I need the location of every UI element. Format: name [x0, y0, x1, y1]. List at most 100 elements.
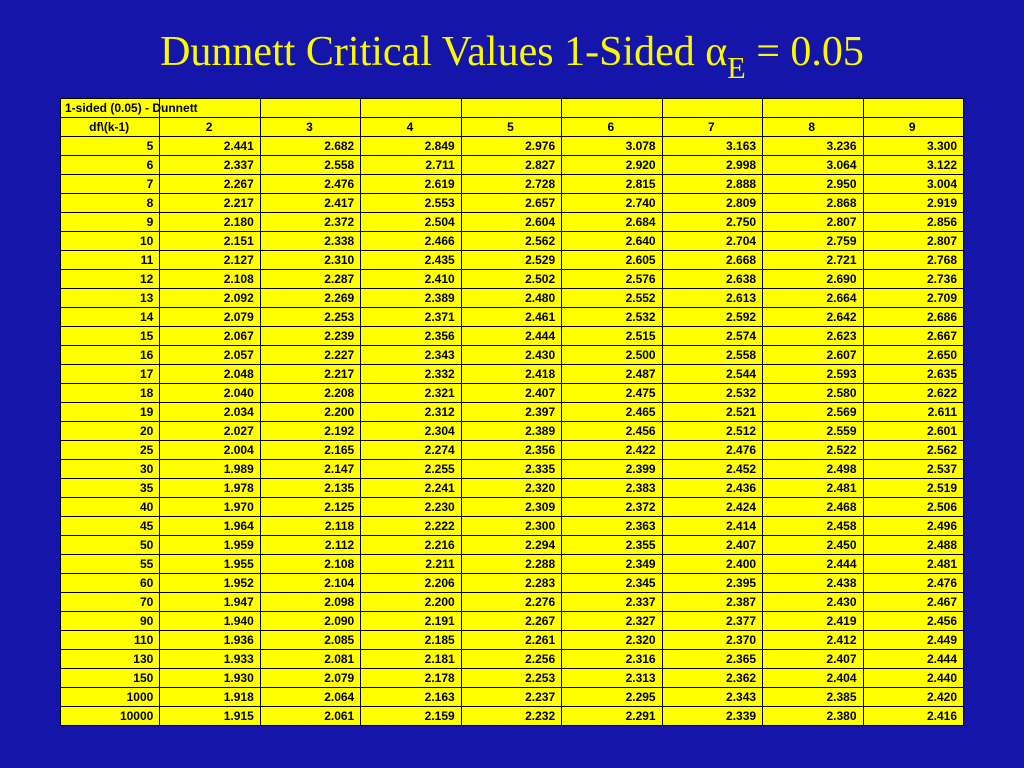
table-value-cell: 1.964 [160, 517, 260, 536]
table-value-cell: 2.417 [260, 194, 360, 213]
table-value-cell: 2.601 [863, 422, 964, 441]
table-value-cell: 2.506 [863, 498, 964, 517]
table-value-cell: 2.441 [160, 137, 260, 156]
table-value-cell: 2.108 [160, 270, 260, 289]
table-value-cell: 2.241 [361, 479, 461, 498]
table-value-cell: 2.067 [160, 327, 260, 346]
table-value-cell: 2.522 [763, 441, 863, 460]
table-value-cell: 2.048 [160, 365, 260, 384]
table-value-cell: 2.456 [863, 612, 964, 631]
table-value-cell: 2.206 [361, 574, 461, 593]
table-value-cell: 2.759 [763, 232, 863, 251]
table-df-cell: 25 [61, 441, 160, 460]
table-value-cell: 2.664 [763, 289, 863, 308]
table-value-cell: 2.466 [361, 232, 461, 251]
slide: Dunnett Critical Values 1-Sided αE = 0.0… [0, 0, 1024, 768]
table-value-cell: 2.377 [662, 612, 762, 631]
table-value-cell: 1.959 [160, 536, 260, 555]
table-value-cell: 2.736 [863, 270, 964, 289]
table-value-cell: 3.300 [863, 137, 964, 156]
table-df-cell: 18 [61, 384, 160, 403]
table-value-cell: 2.642 [763, 308, 863, 327]
table-col-header: 4 [361, 118, 461, 137]
table-value-cell: 2.414 [662, 517, 762, 536]
table-value-cell: 2.721 [763, 251, 863, 270]
table-value-cell: 2.356 [361, 327, 461, 346]
table-value-cell: 2.611 [863, 403, 964, 422]
table-value-cell: 2.339 [662, 707, 762, 726]
table-value-cell: 2.380 [763, 707, 863, 726]
table-col-header: 3 [260, 118, 360, 137]
table-value-cell: 2.191 [361, 612, 461, 631]
table-value-cell: 2.337 [562, 593, 662, 612]
table-value-cell: 2.704 [662, 232, 762, 251]
table-value-cell: 2.537 [863, 460, 964, 479]
table-value-cell: 2.371 [361, 308, 461, 327]
table-value-cell: 2.487 [562, 365, 662, 384]
table-value-cell: 2.040 [160, 384, 260, 403]
table-value-cell: 2.253 [461, 669, 561, 688]
table-value-cell: 1.989 [160, 460, 260, 479]
table-value-cell: 2.287 [260, 270, 360, 289]
table-value-cell: 2.607 [763, 346, 863, 365]
table-value-cell: 2.217 [160, 194, 260, 213]
table-value-cell: 2.108 [260, 555, 360, 574]
table-value-cell: 2.465 [562, 403, 662, 422]
table-value-cell: 2.998 [662, 156, 762, 175]
table-df-cell: 10 [61, 232, 160, 251]
table-value-cell: 2.544 [662, 365, 762, 384]
table-value-cell: 2.619 [361, 175, 461, 194]
table-value-cell: 2.343 [361, 346, 461, 365]
table-df-cell: 50 [61, 536, 160, 555]
table-value-cell: 2.532 [662, 384, 762, 403]
table-value-cell: 2.807 [863, 232, 964, 251]
table-value-cell: 2.239 [260, 327, 360, 346]
table-value-cell: 2.090 [260, 612, 360, 631]
table-value-cell: 2.481 [763, 479, 863, 498]
table-value-cell: 2.200 [361, 593, 461, 612]
table-value-cell: 2.856 [863, 213, 964, 232]
table-value-cell: 2.558 [260, 156, 360, 175]
table-value-cell: 2.256 [461, 650, 561, 669]
table-value-cell: 2.476 [863, 574, 964, 593]
table-value-cell: 2.512 [662, 422, 762, 441]
table-blank-cell [562, 99, 662, 118]
table-value-cell: 2.312 [361, 403, 461, 422]
table-value-cell: 1.952 [160, 574, 260, 593]
table-value-cell: 2.267 [160, 175, 260, 194]
table-value-cell: 2.976 [461, 137, 561, 156]
table-value-cell: 3.004 [863, 175, 964, 194]
table-value-cell: 2.461 [461, 308, 561, 327]
table-value-cell: 2.456 [562, 422, 662, 441]
table-value-cell: 2.690 [763, 270, 863, 289]
table-value-cell: 2.269 [260, 289, 360, 308]
table-value-cell: 2.309 [461, 498, 561, 517]
table-value-cell: 1.978 [160, 479, 260, 498]
table-value-cell: 2.950 [763, 175, 863, 194]
table-value-cell: 2.159 [361, 707, 461, 726]
table-value-cell: 2.452 [662, 460, 762, 479]
table-value-cell: 1.915 [160, 707, 260, 726]
table-value-cell: 2.291 [562, 707, 662, 726]
table-value-cell: 2.416 [863, 707, 964, 726]
table-value-cell: 2.304 [361, 422, 461, 441]
table-value-cell: 3.064 [763, 156, 863, 175]
table-value-cell: 2.397 [461, 403, 561, 422]
table-value-cell: 2.807 [763, 213, 863, 232]
table-df-cell: 150 [61, 669, 160, 688]
table-value-cell: 2.288 [461, 555, 561, 574]
table-value-cell: 2.181 [361, 650, 461, 669]
table-value-cell: 2.559 [763, 422, 863, 441]
table-value-cell: 2.118 [260, 517, 360, 536]
table-value-cell: 2.345 [562, 574, 662, 593]
table-value-cell: 2.185 [361, 631, 461, 650]
table-value-cell: 2.034 [160, 403, 260, 422]
table-value-cell: 2.709 [863, 289, 964, 308]
table-value-cell: 2.267 [461, 612, 561, 631]
table-value-cell: 2.399 [562, 460, 662, 479]
table-df-cell: 20 [61, 422, 160, 441]
table-value-cell: 2.480 [461, 289, 561, 308]
table-df-cell: 12 [61, 270, 160, 289]
table-value-cell: 2.868 [763, 194, 863, 213]
table-value-cell: 2.057 [160, 346, 260, 365]
